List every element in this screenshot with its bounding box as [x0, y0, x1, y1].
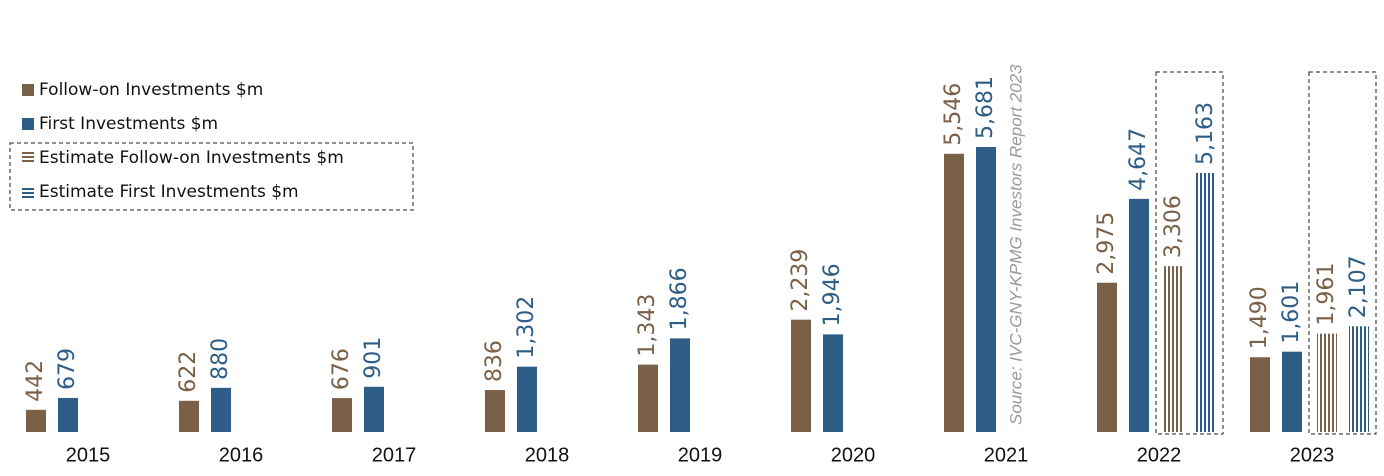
x-tick-label: 2022: [1137, 444, 1182, 466]
legend-estimate-box: [9, 142, 414, 211]
x-tick-label: 2019: [678, 444, 723, 466]
bar: [364, 386, 384, 432]
value-label: 1,343: [635, 294, 660, 357]
bar: [1250, 357, 1270, 432]
value-label: 5,163: [1193, 102, 1218, 165]
bar: [638, 364, 658, 432]
bar: [211, 387, 231, 432]
estimate-bar: [1196, 172, 1216, 432]
value-label: 1,946: [820, 263, 845, 326]
legend-label: Estimate Follow-on Investments $m: [39, 148, 344, 168]
source-note: Source: IVC-GNY-KPMG Investors Report 20…: [1006, 64, 1025, 425]
legend-swatch: [22, 186, 34, 198]
value-label: 1,866: [667, 267, 692, 330]
bar: [26, 409, 46, 432]
bar: [823, 334, 843, 432]
legend-label: First Investments $m: [39, 114, 218, 134]
value-label: 2,107: [1346, 255, 1371, 318]
estimate-bar: [1317, 333, 1337, 432]
x-tick-label: 2023: [1290, 444, 1335, 466]
x-tick-label: 2015: [66, 444, 111, 466]
value-label: 1,601: [1279, 281, 1304, 344]
bar: [179, 400, 199, 432]
value-label: 3,306: [1161, 195, 1186, 258]
value-label: 836: [482, 340, 507, 382]
bar: [332, 398, 352, 432]
value-label: 2,239: [788, 249, 813, 312]
x-tick-label: 2020: [831, 444, 876, 466]
legend-label: Follow-on Investments $m: [39, 80, 263, 100]
value-label: 442: [23, 360, 48, 402]
bar: [1129, 198, 1149, 432]
value-label: 679: [55, 348, 80, 390]
legend-swatch: [22, 152, 34, 164]
bar: [1097, 282, 1117, 432]
bar: [944, 153, 964, 432]
value-label: 880: [208, 338, 233, 380]
value-label: 1,961: [1314, 263, 1339, 326]
bar: [670, 338, 690, 432]
bar: [485, 390, 505, 432]
value-label: 2,975: [1094, 212, 1119, 275]
bar: [976, 147, 996, 432]
value-label: 676: [329, 348, 354, 390]
bar: [791, 319, 811, 432]
x-tick-label: 2017: [372, 444, 417, 466]
value-label: 1,490: [1247, 286, 1272, 349]
value-label: 4,647: [1126, 128, 1151, 191]
bar: [58, 397, 78, 432]
legend-swatch: [22, 118, 34, 130]
estimate-box: [1155, 71, 1224, 435]
value-label: 5,546: [941, 83, 966, 146]
value-label: 5,681: [973, 76, 998, 139]
legend-swatch: [22, 84, 34, 96]
x-tick-label: 2021: [984, 444, 1029, 466]
value-label: 1,302: [514, 296, 539, 359]
x-tick-label: 2016: [219, 444, 264, 466]
estimate-bar: [1349, 326, 1369, 432]
legend-label: Estimate First Investments $m: [39, 182, 299, 202]
x-tick-label: 2018: [525, 444, 570, 466]
bar: [1282, 351, 1302, 432]
value-label: 622: [176, 351, 201, 393]
value-label: 901: [361, 337, 386, 379]
estimate-box: [1308, 71, 1377, 435]
estimate-bar: [1164, 266, 1184, 432]
bar: [517, 366, 537, 432]
